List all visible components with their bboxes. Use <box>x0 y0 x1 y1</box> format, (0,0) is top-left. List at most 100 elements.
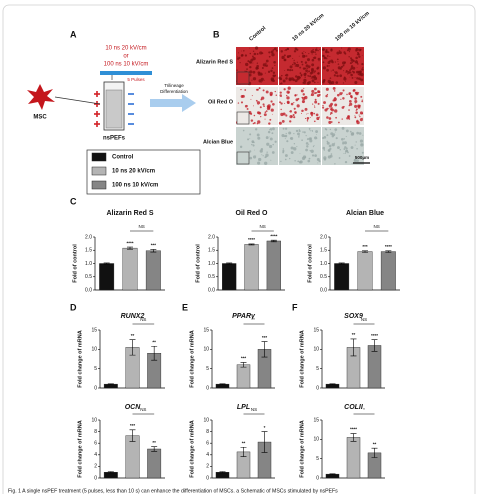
stain-spot <box>314 98 317 101</box>
stain-spot <box>317 81 319 83</box>
stain-spot <box>355 56 358 60</box>
y-tick-label: 8 <box>206 429 209 435</box>
stain-spot <box>329 77 332 80</box>
stain-spot <box>318 72 320 74</box>
stain-spot <box>334 71 336 73</box>
bar <box>236 364 251 389</box>
stain-spot <box>311 58 315 62</box>
stain-spot <box>272 113 273 115</box>
stain-spot <box>342 142 345 145</box>
stain-spot <box>361 112 363 115</box>
stain-spot <box>313 112 316 115</box>
stain-spot <box>310 130 312 132</box>
stain-spot <box>345 70 348 73</box>
stain-spot <box>305 142 309 145</box>
stain-spot <box>350 74 352 76</box>
stain-spot <box>272 79 275 83</box>
stain-spot <box>308 53 310 55</box>
stain-spot <box>273 60 276 64</box>
stain-spot <box>284 158 287 161</box>
stain-spot <box>267 130 271 134</box>
stain-spot <box>306 113 308 115</box>
chart-title: COLII <box>344 404 364 411</box>
stain-spot <box>252 62 254 64</box>
stain-spot <box>306 119 309 121</box>
stain-spot <box>264 72 266 74</box>
error-bar <box>270 239 277 243</box>
bar <box>266 240 281 291</box>
stain-spot <box>361 100 364 103</box>
stain-spot <box>272 127 275 131</box>
stain-spot <box>315 130 318 133</box>
stain-spot <box>303 81 306 85</box>
stain-spot <box>255 88 258 91</box>
stain-spot <box>295 75 298 78</box>
panel-label: F <box>292 302 298 312</box>
stain-spot <box>248 73 252 77</box>
stain-spot <box>305 64 309 68</box>
stain-spot <box>256 62 259 64</box>
stain-spot <box>264 111 267 114</box>
big-arrow <box>150 94 196 112</box>
stain-spot <box>255 99 258 102</box>
arrow-label: Trilineage <box>164 83 184 88</box>
stain-spot <box>294 94 297 96</box>
error-bar <box>371 339 378 352</box>
stain-spot <box>256 101 261 105</box>
stain-spot <box>282 127 285 130</box>
stain-spot <box>294 111 297 114</box>
stain-spot <box>330 153 333 155</box>
stain-spot <box>344 160 348 164</box>
stain-spot <box>252 144 255 147</box>
stain-spot <box>240 88 242 91</box>
stain-spot <box>252 77 257 81</box>
stain-spot <box>268 144 273 149</box>
y-tick-label: 15 <box>313 417 319 423</box>
stain-spot <box>345 149 348 153</box>
stain-spot <box>289 111 291 113</box>
stain-spot <box>293 147 297 151</box>
error-bar <box>150 249 157 253</box>
stain-spot <box>360 48 362 50</box>
stain-spot <box>327 51 330 54</box>
stain-spot <box>284 127 288 130</box>
stain-spot <box>341 137 344 141</box>
stain-spot <box>338 50 341 52</box>
stain-spot <box>323 67 324 69</box>
stain-spot <box>268 122 271 125</box>
y-tick-label: 4 <box>206 452 209 458</box>
stain-spot <box>325 94 328 98</box>
pointer <box>54 96 101 105</box>
stain-spot <box>252 122 255 125</box>
stain-spot <box>308 127 311 130</box>
stain-spot <box>334 163 336 165</box>
stain-spot <box>322 146 326 150</box>
y-axis-label: Fold of control <box>195 244 201 283</box>
stain-spot <box>264 118 266 120</box>
bar <box>244 244 259 291</box>
stain-spot <box>301 156 306 161</box>
stain-spot <box>255 67 259 70</box>
stain-spot <box>296 94 298 96</box>
stain-spot <box>346 93 348 96</box>
row-label: Alcian Blue <box>203 139 233 145</box>
stain-spot <box>350 65 354 68</box>
stain-spot <box>289 157 291 160</box>
stain-spot <box>354 159 356 161</box>
stain-spot <box>312 57 315 59</box>
y-tick-label: 1.0 <box>85 261 92 267</box>
stain-spot <box>249 138 251 139</box>
stain-spot <box>281 119 285 123</box>
stain-spot <box>307 113 309 114</box>
stain-spot <box>287 101 290 105</box>
stain-spot <box>262 89 265 92</box>
arrow-label: Differentiation <box>160 89 188 94</box>
stain-spot <box>280 82 283 85</box>
stain-spot <box>314 70 316 73</box>
stain-spot <box>328 144 332 148</box>
stain-spot <box>256 122 259 125</box>
stain-spot <box>253 155 257 159</box>
stain-spot <box>268 51 271 54</box>
stain-spot <box>296 61 299 63</box>
error-bar <box>338 262 345 265</box>
